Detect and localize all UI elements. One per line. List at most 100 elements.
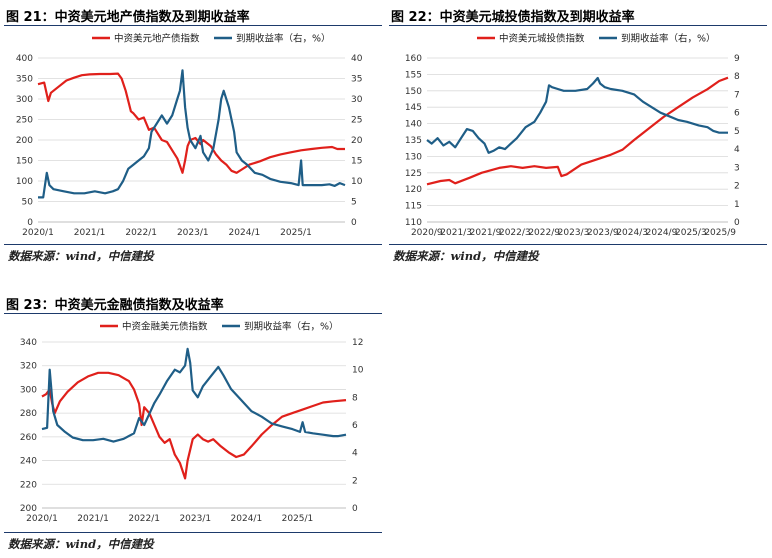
x-tick-label: 2023/1 xyxy=(179,514,211,524)
y-right-tick-label: 10 xyxy=(351,177,363,187)
y-left-tick-label: 0 xyxy=(27,218,33,228)
y-right-tick-label: 7 xyxy=(734,90,740,100)
y-right-tick-label: 30 xyxy=(351,95,363,105)
figure-23-title-rule xyxy=(4,313,382,314)
y-left-tick-label: 300 xyxy=(20,385,37,395)
x-tick-label: 2022/1 xyxy=(125,228,157,238)
figure-21-source: 数据来源：wind，中信建投 xyxy=(8,249,154,263)
x-tick-label: 2022/3 xyxy=(499,228,531,238)
y-left-tick-label: 240 xyxy=(20,457,37,467)
y-left-tick-label: 160 xyxy=(405,54,422,64)
y-right-tick-label: 0 xyxy=(351,218,357,228)
y-right-tick-label: 12 xyxy=(352,338,363,348)
y-left-tick-label: 340 xyxy=(20,338,37,348)
legend-label: 到期收益率（右，%） xyxy=(244,321,339,333)
y-right-tick-label: 9 xyxy=(734,54,740,64)
y-right-tick-label: 6 xyxy=(352,421,358,431)
y-left-tick-label: 350 xyxy=(16,75,33,85)
ytm-series-line xyxy=(41,347,347,443)
ytm-series-line xyxy=(38,69,346,199)
ytm-series-line xyxy=(426,76,728,154)
y-right-tick-label: 35 xyxy=(351,75,362,85)
y-left-tick-label: 200 xyxy=(16,136,33,146)
y-left-tick-label: 280 xyxy=(20,409,37,419)
y-right-tick-label: 1 xyxy=(734,200,740,210)
x-tick-label: 2021/1 xyxy=(74,228,106,238)
y-left-tick-label: 220 xyxy=(20,480,37,490)
x-tick-label: 2021/9 xyxy=(470,228,502,238)
y-right-tick-label: 0 xyxy=(734,218,740,228)
legend-label: 中资金融美元债指数 xyxy=(122,321,208,333)
x-tick-label: 2024/1 xyxy=(231,514,263,524)
x-tick-label: 2020/1 xyxy=(26,514,58,524)
figure-21-title: 图 21：中资美元地产债指数及到期收益率 xyxy=(6,10,250,25)
y-left-tick-label: 130 xyxy=(405,152,422,162)
y-right-tick-label: 4 xyxy=(352,449,358,459)
figure-22-title: 图 22：中资美元城投债指数及到期收益率 xyxy=(391,10,635,25)
figure-21-bottom-rule xyxy=(4,244,382,245)
legend-label: 到期收益率（右，%） xyxy=(236,33,331,45)
legend-label: 中资美元城投债指数 xyxy=(499,33,585,45)
figure-22-bottom-rule xyxy=(389,244,767,245)
figure-23-bottom-rule xyxy=(4,532,382,533)
y-left-tick-label: 135 xyxy=(405,136,422,146)
y-right-tick-label: 5 xyxy=(734,127,740,137)
y-right-tick-label: 2 xyxy=(734,182,740,192)
y-right-tick-label: 8 xyxy=(352,393,358,403)
x-tick-label: 2021/1 xyxy=(77,514,109,524)
y-left-tick-label: 145 xyxy=(405,103,422,113)
y-left-tick-label: 100 xyxy=(16,177,33,187)
x-tick-label: 2025/1 xyxy=(282,514,314,524)
index-series-line xyxy=(426,76,729,186)
figure-22-title-rule xyxy=(389,25,767,26)
figure-23-chart: 200 220 240 260 280 300 320 340 0 2 4 6 8 10 12 2020/1 2… xyxy=(20,321,364,525)
x-tick-label: 2022/9 xyxy=(528,228,560,238)
y-right-tick-label: 4 xyxy=(734,145,740,155)
x-tick-label: 2025/3 xyxy=(675,228,707,238)
y-left-tick-label: 260 xyxy=(20,433,37,443)
y-left-tick-label: 400 xyxy=(16,54,33,64)
y-left-tick-label: 120 xyxy=(405,185,422,195)
y-left-tick-label: 50 xyxy=(22,198,34,208)
figure-21-chart: 0 50 100 150 200 250 300 350 400 0 5 10 15 20 25 30 35 40… xyxy=(16,33,363,239)
figure-22-chart: 110 115 120 125 130 135 140 145 150 155 160 0 1 2 3 4 5 6… xyxy=(405,33,740,239)
x-tick-label: 2023/9 xyxy=(587,228,619,238)
index-series-line xyxy=(41,371,347,480)
x-tick-label: 2020/1 xyxy=(22,228,54,238)
y-left-tick-label: 125 xyxy=(405,169,422,179)
y-right-tick-label: 0 xyxy=(352,504,358,514)
y-right-tick-label: 10 xyxy=(352,366,364,376)
x-tick-label: 2024/1 xyxy=(229,228,261,238)
y-right-tick-label: 2 xyxy=(352,476,358,486)
figure-23-title: 图 23：中资美元金融债指数及收益率 xyxy=(6,298,224,313)
x-tick-label: 2025/1 xyxy=(280,228,312,238)
x-tick-label: 2021/3 xyxy=(440,228,472,238)
y-left-tick-label: 115 xyxy=(405,202,422,212)
y-left-tick-label: 320 xyxy=(20,362,37,372)
y-right-tick-label: 15 xyxy=(351,157,362,167)
y-right-tick-label: 40 xyxy=(351,54,363,64)
y-right-tick-label: 3 xyxy=(734,163,740,173)
x-tick-label: 2024/3 xyxy=(616,228,648,238)
legend-label: 到期收益率（右，%） xyxy=(621,33,716,45)
index-series-line xyxy=(37,72,345,174)
figure-22-source: 数据来源：wind，中信建投 xyxy=(393,249,539,263)
figure-23-source: 数据来源：wind，中信建投 xyxy=(8,537,154,551)
legend-label: 中资美元地产债指数 xyxy=(114,33,200,45)
y-left-tick-label: 250 xyxy=(16,116,33,126)
y-left-tick-label: 155 xyxy=(405,70,422,80)
y-right-tick-label: 8 xyxy=(734,72,740,82)
y-left-tick-label: 200 xyxy=(20,504,37,514)
x-tick-label: 2025/9 xyxy=(704,228,736,238)
y-left-tick-label: 110 xyxy=(405,218,422,228)
x-tick-label: 2024/9 xyxy=(646,228,678,238)
y-right-tick-label: 6 xyxy=(734,109,740,119)
x-tick-label: 2023/3 xyxy=(558,228,590,238)
y-right-tick-label: 5 xyxy=(351,198,357,208)
x-tick-label: 2023/1 xyxy=(177,228,209,238)
x-tick-label: 2022/1 xyxy=(128,514,160,524)
y-right-tick-label: 25 xyxy=(351,116,362,126)
y-left-tick-label: 150 xyxy=(405,87,422,97)
y-left-tick-label: 140 xyxy=(405,120,422,130)
y-left-tick-label: 150 xyxy=(16,157,33,167)
